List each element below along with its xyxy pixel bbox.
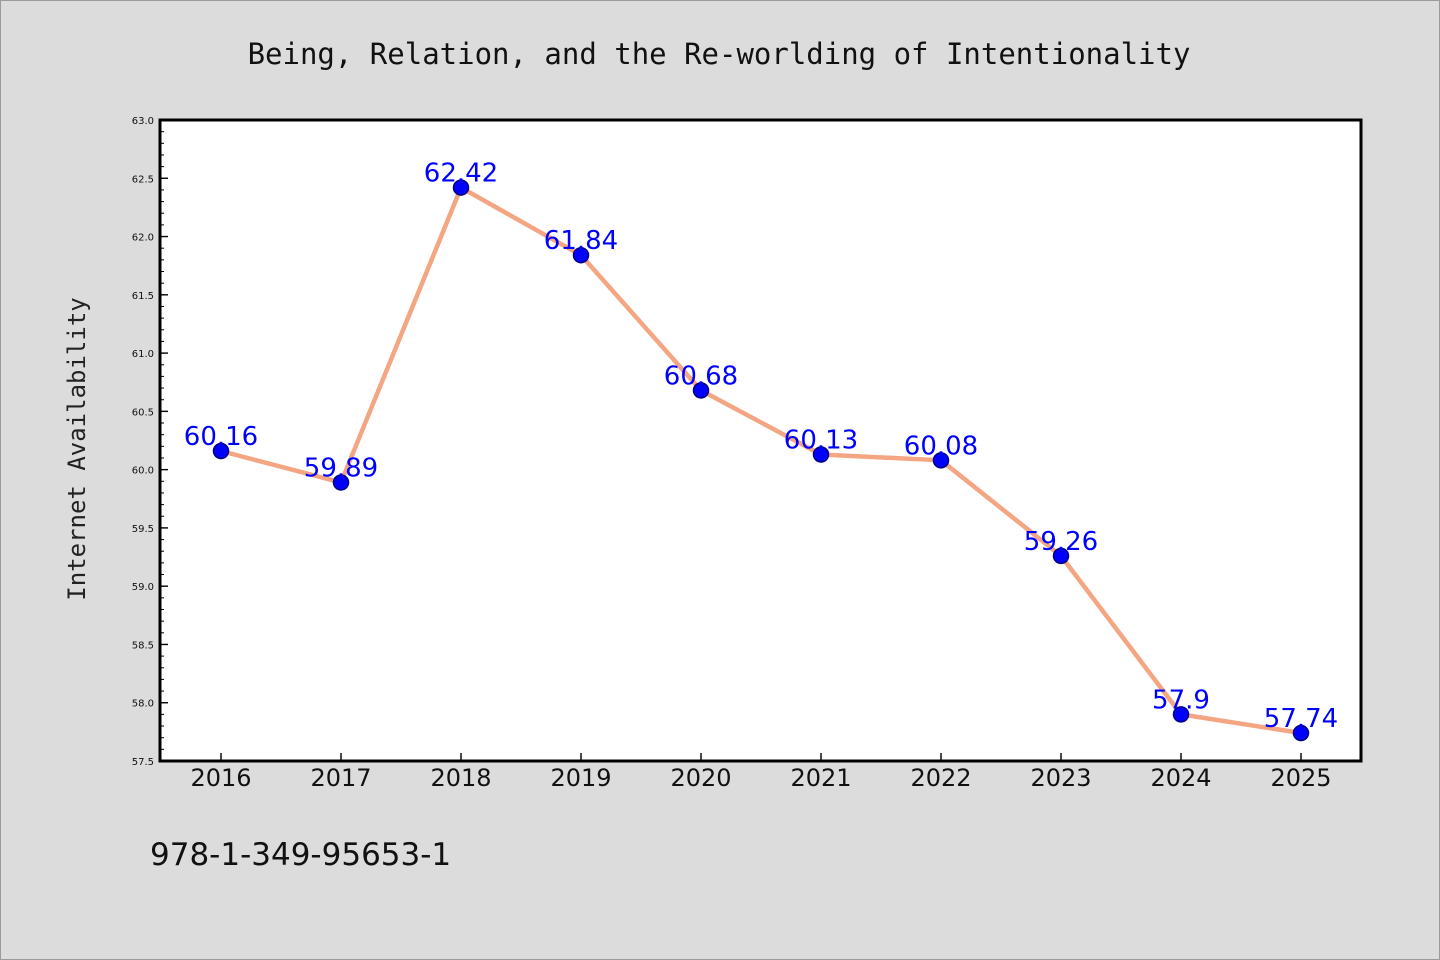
- x-tick-label: 2022: [910, 764, 971, 792]
- y-tick-label: 57.5: [132, 757, 154, 768]
- data-label: 60.68: [664, 361, 738, 391]
- x-tick-label: 2021: [790, 764, 851, 792]
- x-tick-label: 2018: [430, 764, 491, 792]
- data-point: [332, 474, 350, 491]
- y-tick-label: 63.0: [132, 116, 154, 127]
- y-axis-label: Internet Availability: [63, 297, 91, 600]
- y-tick-label: 58.0: [132, 699, 154, 710]
- y-tick-label: 61.5: [132, 291, 154, 302]
- x-tick-label: 2024: [1150, 764, 1211, 792]
- axes: 57.5 58.0 58.5 59.0 59.5 60.0 60.5 61.0 61.5 62.0…: [132, 116, 1332, 792]
- chart-title: Being, Relation, and the Re-worlding of …: [248, 37, 1191, 71]
- data-point: [212, 442, 230, 460]
- series-group: [218, 185, 1304, 736]
- data-label: 57.9: [1152, 685, 1210, 715]
- data-label: 61.84: [544, 226, 618, 256]
- data-point: [452, 179, 470, 196]
- y-tick-label: 59.5: [132, 524, 154, 535]
- data-label: 60.13: [784, 425, 858, 455]
- data-point: [1172, 706, 1190, 723]
- x-tick-label: 2020: [670, 764, 731, 792]
- y-tick-label: 59.0: [132, 582, 154, 593]
- x-tick-label: 2016: [190, 764, 251, 792]
- plot-area: [160, 120, 1361, 761]
- x-tick-label: 2017: [310, 764, 371, 792]
- data-label: 57.74: [1264, 704, 1338, 734]
- y-tick-label: 61.0: [132, 349, 154, 360]
- data-label: 60.16: [184, 422, 258, 452]
- data-point: [932, 452, 950, 469]
- series-line: [218, 185, 1304, 736]
- x-tick-label: 2025: [1270, 764, 1331, 792]
- y-tick-label: 60.5: [132, 407, 154, 418]
- data-label-group: 60.16 59.89 62.42 61.84 60.68 60.13 60.08 59.26…: [184, 159, 1338, 734]
- data-point: [572, 246, 590, 264]
- data-label: 59.26: [1024, 527, 1098, 557]
- y-tick-label: 60.0: [132, 466, 154, 477]
- data-point: [1052, 547, 1070, 565]
- data-label: 60.08: [904, 431, 978, 461]
- data-label: 59.89: [304, 453, 378, 483]
- isbn-label: 978-1-349-95653-1: [150, 837, 451, 873]
- y-tick-label: 58.5: [132, 640, 154, 651]
- data-point: [1292, 724, 1310, 742]
- plot-frame: [158, 118, 1363, 763]
- data-label: 62.42: [424, 159, 498, 189]
- data-point: [692, 382, 710, 399]
- x-tick-label: 2023: [1030, 764, 1091, 792]
- x-tick-label: 2019: [550, 764, 611, 792]
- data-point: [812, 446, 830, 463]
- y-tick-label: 62.5: [132, 174, 154, 185]
- y-tick-label: 62.0: [132, 233, 154, 244]
- marker-group: [212, 179, 1310, 742]
